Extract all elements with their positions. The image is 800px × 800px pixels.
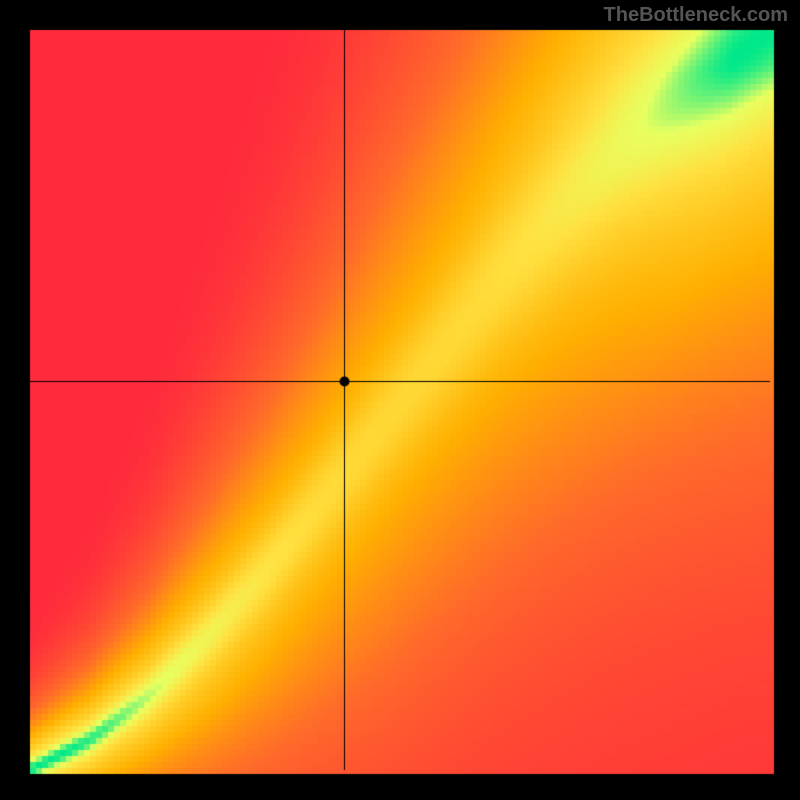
attribution-text: TheBottleneck.com (604, 4, 788, 27)
chart-container: TheBottleneck.com (0, 0, 800, 800)
heatmap-canvas (0, 0, 800, 800)
